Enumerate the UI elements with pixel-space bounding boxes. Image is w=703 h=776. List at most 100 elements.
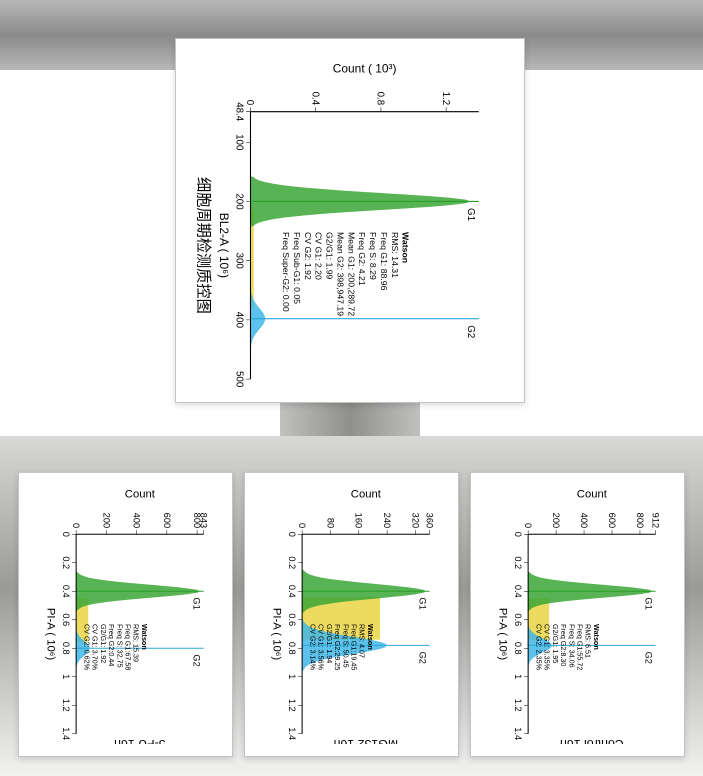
stats-line: Freq S: 8.29 <box>368 232 378 280</box>
g2-label: G2 <box>417 652 427 664</box>
x-tick-label: 0 <box>513 532 523 537</box>
x-tick-label: 1.2 <box>287 699 297 712</box>
y-tick-label: 400 <box>579 513 589 528</box>
y-tick-label: 0.4 <box>310 92 321 106</box>
x-tick-label: 0.2 <box>513 556 523 569</box>
y-tick-label: 0 <box>523 523 533 528</box>
x-tick-label: 0 <box>61 532 71 537</box>
stats-line: Freq G2: 4.21 <box>358 232 368 286</box>
stats-line: CV G2: 2.35% <box>534 624 543 671</box>
stats-line: CV G1: 2.20 <box>314 232 324 280</box>
x-tick-label: 1.2 <box>61 699 71 712</box>
stats-line: Freq G1:67.58 <box>124 624 133 670</box>
x-tick-label: 48.4 <box>234 102 245 122</box>
chart-rotated-wrap: G1G200.20.40.60.811.21.4080160240320360P… <box>254 487 444 744</box>
stats-line: CV G1: 3.56% <box>317 624 326 671</box>
x-tick-label: 0.6 <box>287 613 297 626</box>
side-title: MG132 16h <box>334 737 399 744</box>
x-tick-label: 0.8 <box>287 642 297 655</box>
y-tick-label: 800 <box>635 513 645 528</box>
x-tick-label: 300 <box>234 253 245 270</box>
chart-rotated-wrap: G1G200.20.40.60.811.21.40200400600800912… <box>480 487 670 744</box>
stats-line: RMS: 15.39 <box>132 624 141 662</box>
stats-title: Watson <box>592 624 601 650</box>
stats-line: Freq G1:19.45 <box>350 624 359 670</box>
stats-line: Freq G2:8.30 <box>559 624 568 666</box>
stats-line: Freq Super-G2: 0.00 <box>281 232 291 312</box>
y-tick-label: 400 <box>132 513 142 528</box>
stats-line: Freq S: 34.06 <box>567 624 576 668</box>
stats-line: CV G2: 1.92 <box>303 232 313 280</box>
g1-label: G1 <box>643 597 653 609</box>
chart-rotated-wrap: G1G248.410020030040050000.40.81.2BL2-A (… <box>185 53 495 390</box>
stats-line: Mean G2: 398,947.19 <box>336 232 346 316</box>
stats-line: Mean G1: 200,289.72 <box>347 232 357 316</box>
x-tick-label: 1.4 <box>513 727 523 740</box>
stats-line: G2/G1: 1.92 <box>99 624 108 663</box>
g1-label: G1 <box>417 597 427 609</box>
bottom-chart-card-mg132: G1G200.20.40.60.811.21.4080160240320360P… <box>244 472 459 757</box>
stats-line: G2/G1: 1.95 <box>551 624 560 663</box>
stats-line: CV G2: 3.14% <box>308 624 317 671</box>
y-axis-label: Count <box>351 488 382 500</box>
stats-title: Watson <box>140 624 149 650</box>
stats-line: CV G1: 3.70% <box>91 624 100 671</box>
chart-svg: G1G248.410020030040050000.40.81.2BL2-A (… <box>190 53 494 390</box>
chart-svg: G1G200.20.40.60.811.21.40200400600800843… <box>33 487 218 744</box>
y-tick-label: 600 <box>162 513 172 528</box>
stats-line: G2/G1: 1.94 <box>325 624 334 663</box>
y-axis-label: Count <box>125 488 156 500</box>
stats-line: RMS: 14.31 <box>390 232 400 278</box>
y-tick-label: 320 <box>410 513 420 528</box>
main-chart-card: G1G248.410020030040050000.40.81.2BL2-A (… <box>175 38 525 403</box>
x-tick-label: 1 <box>287 674 297 679</box>
x-axis-label: PI-A ( 10⁶) <box>44 608 56 661</box>
x-tick-label: 0.8 <box>513 642 523 655</box>
y-tick-label: 360 <box>425 513 435 528</box>
x-tick-label: 0.8 <box>61 642 71 655</box>
y-tick-label: 1.2 <box>440 92 451 106</box>
stats-line: Freq G2:0.44 <box>107 624 116 666</box>
stats-line: Freq G2:29.25 <box>333 624 342 670</box>
side-title: Control 16h <box>560 737 624 744</box>
x-tick-label: 0.4 <box>61 585 71 598</box>
stats-line: Freq S: 50.45 <box>341 624 350 668</box>
x-axis-label: BL2-A ( 10⁶) <box>217 213 231 278</box>
y-tick-label: 600 <box>607 513 617 528</box>
x-tick-label: 0.2 <box>287 556 297 569</box>
chart-svg: G1G200.20.40.60.811.21.40200400600800912… <box>485 487 670 744</box>
stats-line: RMS: 4.07 <box>358 624 367 658</box>
stats-title: Watson <box>401 232 411 263</box>
bottom-chart-card-5fu: G1G200.20.40.60.811.21.40200400600800843… <box>18 472 233 757</box>
y-tick-label: 0 <box>245 100 256 106</box>
stats-line: RMS: 6.51 <box>584 624 593 658</box>
y-tick-label: 0 <box>71 523 81 528</box>
y-tick-label: 80 <box>325 518 335 528</box>
bottom-chart-card-control: G1G200.20.40.60.811.21.40200400600800912… <box>470 472 685 757</box>
y-tick-label: 200 <box>551 513 561 528</box>
x-tick-label: 0.6 <box>61 613 71 626</box>
y-tick-label: 200 <box>101 513 111 528</box>
y-axis-label: Count <box>577 488 608 500</box>
g2-label: G2 <box>465 325 476 338</box>
x-tick-label: 500 <box>234 371 245 388</box>
x-tick-label: 0.2 <box>61 556 71 569</box>
y-tick-label: 0 <box>297 523 307 528</box>
x-tick-label: 1 <box>61 674 71 679</box>
x-tick-label: 0.4 <box>287 585 297 598</box>
x-tick-label: 0 <box>287 532 297 537</box>
x-tick-label: 200 <box>234 193 245 210</box>
stats-line: Freq G1:55.72 <box>576 624 585 670</box>
x-tick-label: 1 <box>513 674 523 679</box>
stats-line: Freq Sub-G1: 0.05 <box>292 232 302 304</box>
side-title: 5-FU 16h <box>114 737 166 744</box>
cjk-title: 细胞周期检测质控图 <box>195 177 212 314</box>
y-tick-label: 912 <box>651 513 661 528</box>
y-tick-label: 160 <box>354 513 364 528</box>
x-tick-label: 1.4 <box>61 727 71 740</box>
y-tick-label: 0.8 <box>375 92 386 106</box>
stats-line: Freq S: 32.75 <box>115 624 124 668</box>
chart-svg: G1G200.20.40.60.811.21.4080160240320360P… <box>259 487 444 744</box>
y-axis-label: Count ( 10³) <box>333 62 397 76</box>
stats-title: Watson <box>366 624 375 650</box>
